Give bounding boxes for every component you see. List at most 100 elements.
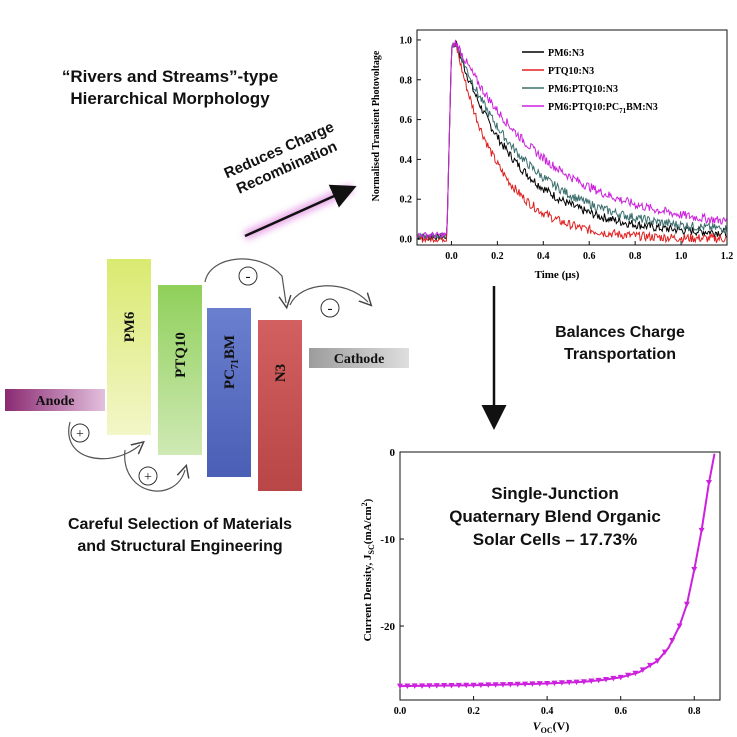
tpv-xtick-label: 0.6 — [583, 251, 596, 262]
pm6-band — [107, 259, 151, 435]
jv-marker — [639, 667, 646, 673]
jv-marker — [529, 681, 536, 687]
balances-label-line1: Balances Charge — [555, 324, 685, 341]
balances-label-line2: Transportation — [563, 346, 676, 363]
electron-charge-1: - — [238, 266, 258, 286]
pc71bm-label-main: PC — [222, 369, 238, 389]
jv-marker — [661, 649, 668, 656]
reduces-recombination-arrow — [243, 183, 357, 241]
jv-marker — [558, 680, 565, 686]
solar-cell-highlight: Single-Junction Quaternary Blend Organic… — [440, 482, 670, 551]
jv-chart: 0.0 0.2 0.4 0.6 0.8 0 -10 -20 Current Density, … — [360, 447, 721, 735]
tpv-xtick-label: 0.4 — [537, 251, 550, 262]
tpv-ytick-label: 0.0 — [400, 235, 413, 246]
highlight-line1: Single-Junction — [491, 484, 619, 503]
jv-xtick-label: 0.6 — [614, 706, 627, 717]
jv-marker — [580, 679, 587, 685]
jv-marker — [411, 683, 418, 689]
electron-charge-1-sign: - — [246, 269, 251, 285]
legend-quaternary-tail: BM:N3 — [626, 102, 658, 113]
jv-marker — [485, 682, 492, 688]
jv-marker — [507, 682, 514, 688]
jv-marker — [477, 682, 484, 689]
jv-marker — [397, 683, 403, 690]
jv-ylabel-sup: 2 — [360, 502, 369, 506]
jv-marker — [610, 675, 617, 682]
tpv-series-line — [416, 41, 727, 242]
jv-marker — [588, 678, 595, 685]
jv-xtick-label: 0.4 — [541, 706, 554, 717]
jv-marker — [654, 658, 661, 664]
legend-quaternary-sub: 71 — [619, 107, 627, 115]
cathode-band — [309, 348, 409, 368]
jv-marker — [544, 680, 551, 687]
hole-charge-1-sign: + — [76, 427, 84, 442]
jv-marker — [455, 682, 462, 689]
hole-charge-1: + — [70, 423, 90, 443]
tpv-xtick-label: 1.0 — [675, 251, 688, 262]
tpv-axes-frame — [416, 29, 728, 246]
pc71bm-label-sub: 71 — [230, 359, 241, 369]
jv-ytick-label: -10 — [380, 534, 395, 546]
tpv-xtick-label: 1.2 — [721, 251, 734, 262]
pm6-label: PM6 — [122, 311, 138, 342]
jv-xlabel-sub: OC — [541, 726, 553, 735]
jv-marker — [514, 681, 521, 688]
tpv-ylabel: Normalised Transient Photovoltage — [371, 50, 382, 201]
morphology-title-line2: Hierarchical Morphology — [70, 89, 270, 108]
n3-label: N3 — [273, 364, 289, 382]
jv-xtick-label: 0.2 — [467, 706, 480, 717]
jv-axes-frame — [399, 451, 721, 701]
jv-marker — [463, 682, 470, 689]
legend-label-quaternary: PM6:PTQ10:PC71BM:N3 — [548, 102, 658, 115]
tpv-xlabel: Time (μs) — [535, 269, 580, 281]
ptq10-band — [158, 285, 202, 455]
electron-transfer-arrows — [68, 258, 368, 492]
jv-xlabel-unit: (V) — [553, 719, 570, 733]
jv-marker — [573, 679, 580, 686]
morphology-title-line1: “Rivers and Streams”-type — [61, 67, 279, 86]
pc71bm-band — [207, 308, 251, 477]
tpv-series-line — [416, 42, 727, 241]
jv-marker — [698, 527, 705, 534]
jv-xlabel: VOC(V) — [533, 719, 570, 735]
legend-label-pm6-n3: PM6:N3 — [548, 48, 584, 59]
tpv-ytick-label: 0.8 — [400, 75, 413, 86]
jv-ylabel-unit: (mA/cm — [362, 506, 374, 544]
jv-xlabel-main: V — [533, 719, 542, 733]
jv-marker — [676, 623, 683, 630]
jv-marker — [470, 682, 477, 689]
legend-label-ptq10-n3: PTQ10:N3 — [548, 66, 594, 77]
tpv-legend: PM6:N3 PTQ10:N3 PM6:PTQ10:N3 PM6:PTQ10:P… — [522, 48, 658, 115]
careful-selection-text: Careful Selection of Materials and Struc… — [20, 514, 340, 558]
jv-marker — [536, 681, 543, 687]
jv-marker — [705, 479, 712, 486]
jv-marker — [551, 680, 558, 687]
electron-charge-2: - — [320, 298, 340, 318]
electron-charge-2-sign: - — [328, 301, 333, 317]
jv-marker — [647, 662, 654, 669]
tpv-ytick-label: 0.4 — [400, 155, 413, 166]
jv-ylabel-close: ) — [362, 498, 374, 502]
pc71bm-label-tail: BM — [222, 335, 238, 359]
jv-marker — [419, 683, 426, 689]
jv-ytick-label: -20 — [380, 621, 395, 633]
jv-plot-area: 0.0 0.2 0.4 0.6 0.8 0 -10 -20 — [380, 447, 721, 717]
tpv-ytick-label: 0.6 — [400, 115, 413, 126]
hole-charge-2-sign: + — [144, 470, 152, 485]
jv-curve — [399, 453, 716, 688]
jv-marker — [669, 638, 676, 644]
anode-label: Anode — [36, 394, 75, 409]
highlight-line3: Solar Cells – 17.73% — [472, 530, 638, 549]
jv-marker — [691, 566, 698, 573]
jv-marker — [426, 683, 433, 689]
jv-xtick-label: 0.0 — [394, 706, 407, 717]
jv-ylabel: Current Density, JSC(mA/cm2) — [360, 498, 376, 641]
pc71bm-label: PC71BM — [222, 335, 241, 389]
ptq10-label: PTQ10 — [173, 332, 189, 378]
balances-transport-label: Balances Charge Transportation — [520, 322, 720, 366]
careful-line2: and Structural Engineering — [77, 538, 283, 555]
jv-marker — [441, 683, 448, 689]
n3-band — [258, 320, 302, 491]
jv-marker — [522, 681, 529, 688]
